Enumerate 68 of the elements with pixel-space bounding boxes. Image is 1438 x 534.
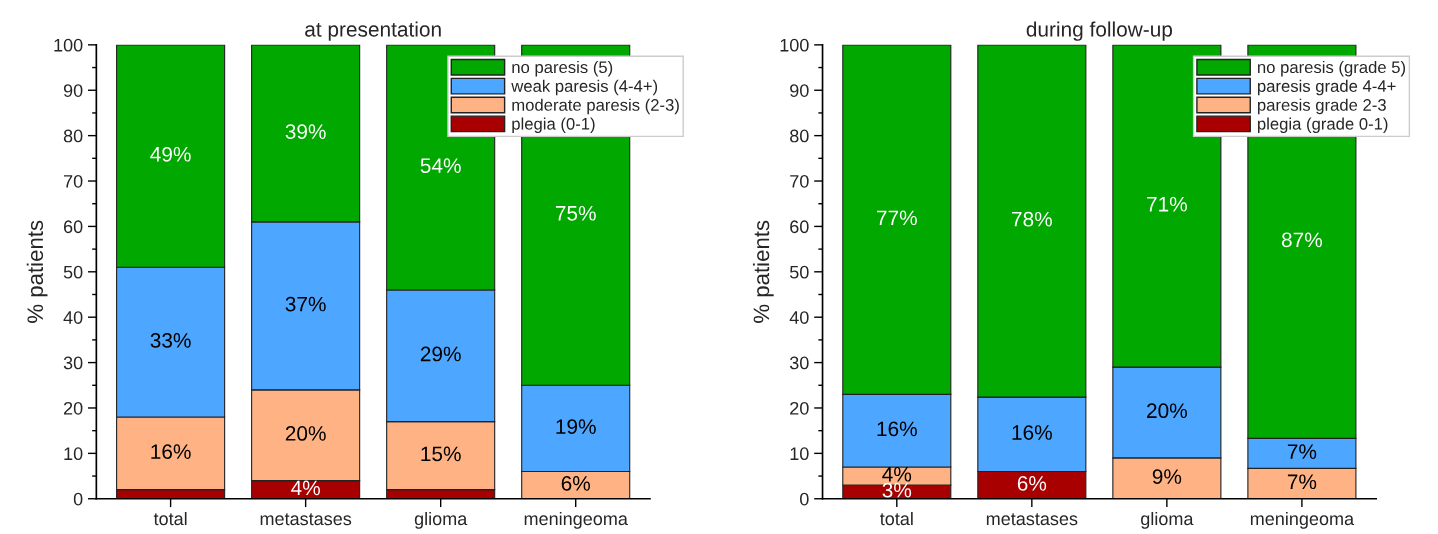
data-label: 87% <box>1281 232 1323 248</box>
chart-title: during follow-up <box>1026 21 1173 41</box>
y-tick-label: 50 <box>63 265 83 279</box>
legend-label: paresis grade 2-3 <box>1257 98 1386 115</box>
data-label: 54% <box>420 158 461 173</box>
y-tick-label: 60 <box>63 220 83 234</box>
data-label: 16% <box>877 421 917 437</box>
legend-label: paresis grade 4-4+ <box>1257 79 1396 96</box>
data-label: 19% <box>556 419 596 434</box>
y-tick-label: 100 <box>780 38 809 52</box>
x-tick-label: total <box>153 511 187 526</box>
data-label: 15% <box>421 446 461 462</box>
data-label: 75% <box>555 206 596 221</box>
y-tick-label: 60 <box>790 220 809 234</box>
data-label: 7% <box>1287 444 1317 459</box>
y-tick-label: 10 <box>64 447 83 461</box>
data-label: 37% <box>285 296 326 312</box>
y-tick-label: 90 <box>63 84 83 97</box>
data-label: 6% <box>561 475 591 491</box>
y-tick-label: 70 <box>790 174 809 188</box>
legend-label: no paresis (grade 5) <box>1258 60 1406 77</box>
y-tick-label: 100 <box>54 38 83 52</box>
legend-label: plegia (0-1) <box>512 117 595 134</box>
data-label: 49% <box>150 146 191 162</box>
data-label: 20% <box>1147 403 1187 419</box>
x-tick-label: meningeoma <box>1250 511 1355 529</box>
data-label: 33% <box>150 333 191 348</box>
data-label: 9% <box>1152 469 1182 484</box>
data-label: 77% <box>877 210 917 226</box>
x-tick-label: total <box>880 511 913 526</box>
y-tick-label: 20 <box>790 401 809 415</box>
y-tick-label: 20 <box>63 401 83 415</box>
x-tick-label: glioma <box>414 511 468 529</box>
y-tick-label: 70 <box>64 174 83 188</box>
data-label: 78% <box>1012 211 1052 227</box>
data-label: 4% <box>882 466 912 482</box>
y-tick-label: 80 <box>790 129 809 143</box>
x-tick-label: metastases <box>986 513 1078 526</box>
data-label: 7% <box>1287 474 1317 490</box>
y-tick-label: 80 <box>63 129 83 143</box>
data-label: 29% <box>420 346 461 362</box>
x-tick-label: meningeoma <box>524 511 628 529</box>
y-tick-label: 10 <box>790 447 809 461</box>
data-label: 39% <box>285 124 326 139</box>
y-tick-label: 30 <box>789 356 809 370</box>
data-label: 16% <box>1012 425 1052 440</box>
data-label: 3% <box>882 482 912 498</box>
y-tick-label: 30 <box>63 356 83 370</box>
x-tick-label: metastases <box>260 513 352 526</box>
y-tick-label: 40 <box>63 311 83 324</box>
data-label: 4% <box>291 480 320 496</box>
y-axis-title: % patients <box>752 220 774 323</box>
data-label: 6% <box>1017 475 1047 491</box>
y-axis-title: % patients <box>26 220 48 323</box>
legend-label: moderate paresis (2-3) <box>512 98 679 115</box>
data-label: 16% <box>151 444 191 459</box>
y-tick-label: 50 <box>789 265 809 279</box>
legend-label: weak paresis (4-4+) <box>511 79 658 96</box>
y-tick-label: 40 <box>789 311 809 324</box>
y-tick-label: 90 <box>790 84 809 97</box>
chart-title: at presentation <box>305 21 441 41</box>
y-tick-label: 0 <box>73 492 83 506</box>
x-tick-label: glioma <box>1141 511 1194 529</box>
legend-label: no paresis (5) <box>512 60 613 77</box>
legend-label: plegia (grade 0-1) <box>1257 117 1388 134</box>
y-tick-label: 0 <box>800 492 809 506</box>
data-label: 20% <box>285 426 326 441</box>
data-label: 71% <box>1147 196 1187 212</box>
